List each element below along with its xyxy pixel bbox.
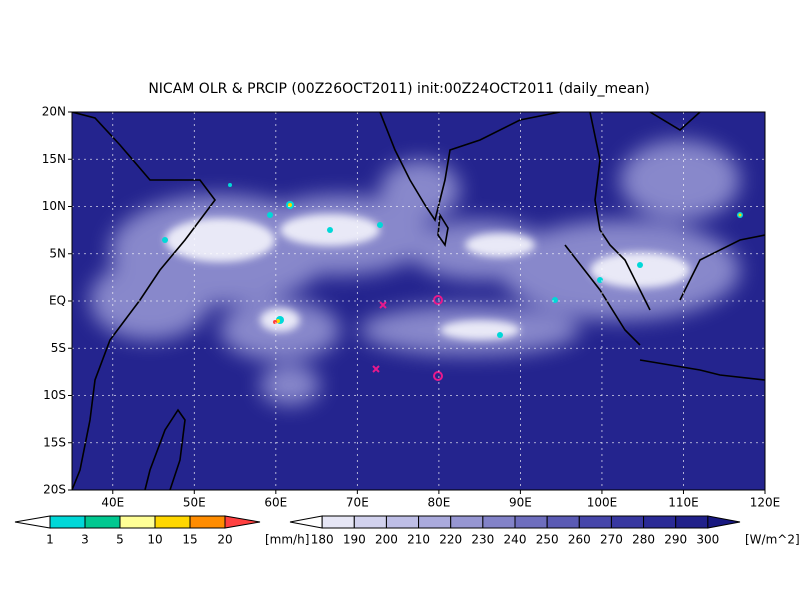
legend-label: 5 [116,533,124,547]
legend-label: 230 [471,533,494,547]
legend-swatch [675,515,709,529]
graticule [72,112,765,490]
legend-label: 10 [147,533,162,547]
legend-swatch [321,515,355,529]
legend-label: 260 [568,533,591,547]
legend-label: 210 [407,533,430,547]
legend-label: 190 [343,533,366,547]
legend-label: 15 [182,533,197,547]
legend-arrow [224,515,261,529]
lon-label: 110E [668,496,699,510]
lon-label: 40E [101,496,124,510]
lat-label: 20S [43,483,66,497]
legend-swatch [610,515,645,529]
lat-label: 15N [42,152,66,166]
lat-label: 10S [43,388,66,402]
legend-label: 20 [217,533,232,547]
legend-label: 240 [504,533,527,547]
legend-label: 180 [311,533,334,547]
legend-swatch [154,515,191,529]
legend-label: 300 [696,533,719,547]
legend-swatch [418,515,452,529]
lat-label: 10N [42,199,66,213]
legend-swatch [49,515,86,529]
axes: 20N 15N 10N 5N EQ 5S 10S 15S 20S 40E 50E 60E 70E 80E 9… [42,105,781,510]
legend-swatch [450,515,484,529]
lat-label: 20N [42,105,66,119]
lat-label: 5N [49,246,66,260]
legends: 1 3 5 10 15 20 [mm/h] 180 190 200 210 220 230 240 250 2… [14,515,800,547]
legend-arrow [14,515,51,529]
legend-unit: [mm/h] [265,533,309,547]
legend-swatch [189,515,226,529]
legend-unit: [W/m^2] [745,533,800,547]
lat-label: 15S [43,435,66,449]
lon-label: 50E [183,496,206,510]
lon-label: 80E [427,496,450,510]
lon-label: 60E [264,496,287,510]
legend-label: 1 [46,533,54,547]
legend-label: 270 [600,533,623,547]
legend-label: 220 [439,533,462,547]
legend-arrow [289,515,323,529]
lon-label: 100E [587,496,618,510]
lat-label: 5S [51,341,66,355]
legend-swatch [119,515,156,529]
legend-label: 250 [536,533,559,547]
legend-label: 280 [632,533,655,547]
legend-swatch [546,515,580,529]
lon-label: 120E [750,496,781,510]
legend-swatch [643,515,677,529]
lon-label: 70E [346,496,369,510]
legend-arrow [707,515,741,529]
legend-swatch [482,515,516,529]
legend-label: 200 [375,533,398,547]
lat-label: EQ [49,294,66,308]
legend-swatch [353,515,387,529]
legend-swatch [578,515,612,529]
legend-label: 290 [664,533,687,547]
legend-swatch [514,515,548,529]
map-title: NICAM OLR & PRCIP (00Z26OCT2011) init:00… [148,81,649,97]
lon-label: 90E [509,496,532,510]
legend-swatch [84,515,121,529]
legend-label: 3 [81,533,89,547]
legend-swatch [385,515,420,529]
